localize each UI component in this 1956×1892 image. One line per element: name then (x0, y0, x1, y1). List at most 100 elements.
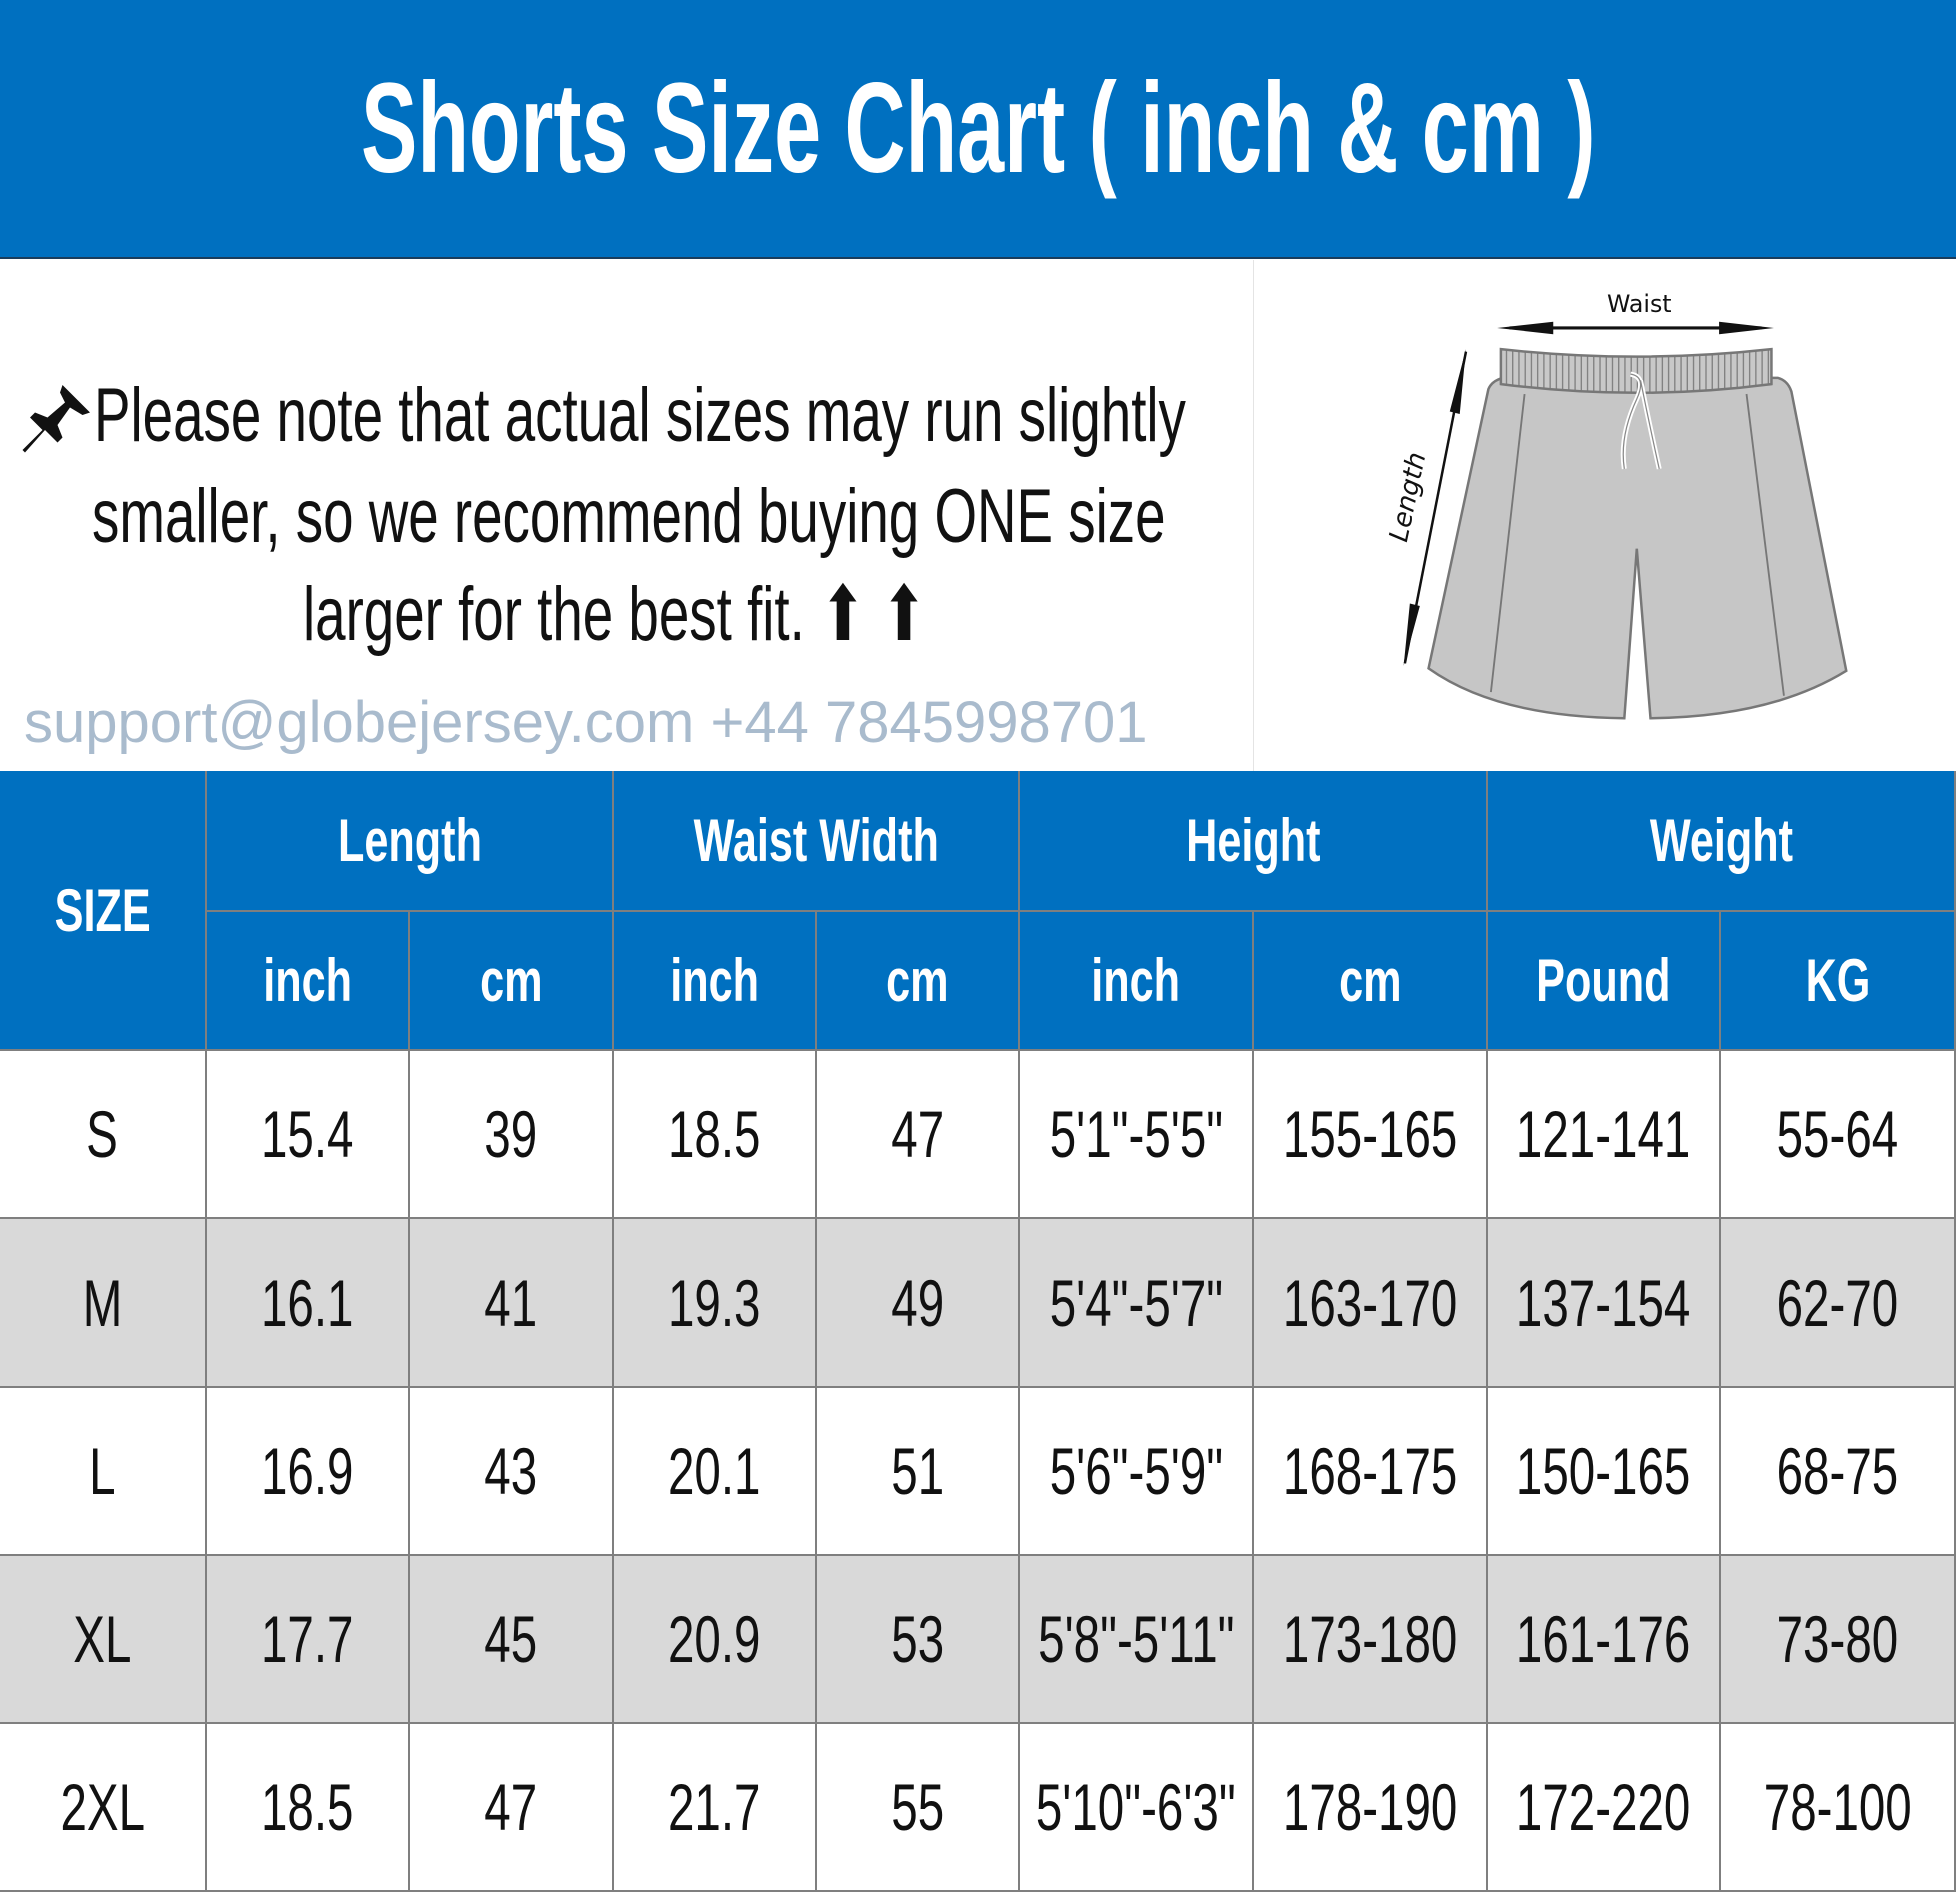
subheader-text: inch (1091, 947, 1181, 1014)
table-cell-text: 55 (891, 1770, 944, 1844)
table-cell-text: 161-176 (1516, 1602, 1691, 1676)
table-cell-text: 21.7 (668, 1770, 761, 1844)
waist-label: Waist (1607, 290, 1672, 318)
group-header-text: Weight (1649, 807, 1793, 874)
table-cell-text: 5'4"-5'7" (1049, 1265, 1223, 1340)
table-cell: 137-154 (1488, 1219, 1721, 1388)
table-cell: 16.9 (207, 1388, 410, 1556)
table-cell: 121-141 (1488, 1051, 1721, 1219)
size-label: XL (0, 1556, 207, 1724)
table-cell: 155-165 (1254, 1051, 1488, 1219)
table-cell: 19.3 (614, 1219, 817, 1388)
subheader-text: inch (670, 947, 759, 1014)
table-cell: 39 (410, 1051, 614, 1219)
table-cell: 47 (817, 1051, 1020, 1219)
subheader: cm (1254, 912, 1488, 1051)
table-cell: 5'1"-5'5" (1020, 1051, 1254, 1219)
table-cell: 20.9 (614, 1556, 817, 1724)
table-cell: 43 (410, 1388, 614, 1556)
table-cell: 17.7 (207, 1556, 410, 1724)
table-cell-text: 47 (891, 1097, 944, 1171)
table-cell-text: 20.9 (668, 1602, 761, 1676)
note-line-2: smaller, so we recommend buying ONE size (92, 474, 1166, 559)
table-cell-text: 62-70 (1776, 1265, 1899, 1340)
table-cell-text: 17.7 (261, 1602, 354, 1676)
table-cell-text: 155-165 (1282, 1097, 1458, 1171)
size-label-text: 2XL (60, 1770, 145, 1844)
table-cell-text: 137-154 (1516, 1265, 1691, 1340)
pushpin-icon (22, 385, 90, 453)
table-cell-text: 172-220 (1516, 1770, 1691, 1844)
watermark-contact: support@globejersey.com +44 7845998701 (24, 690, 1148, 755)
title-banner: Shorts Size Chart ( inch & cm ) (0, 0, 1956, 259)
table-cell-text: 20.1 (668, 1434, 761, 1508)
subheader: cm (410, 912, 614, 1051)
table-cell: 161-176 (1488, 1556, 1721, 1724)
size-header: SIZE (0, 771, 207, 1051)
subheader-text: inch (263, 947, 352, 1014)
shorts-illustration (1427, 347, 1848, 720)
table-cell-text: 41 (484, 1265, 538, 1340)
table-cell-text: 168-175 (1282, 1434, 1458, 1508)
table-cell-text: 178-190 (1282, 1770, 1458, 1844)
subheader-text: cm (1338, 947, 1402, 1014)
table-cell: 168-175 (1254, 1388, 1488, 1556)
table-cell-text: 51 (891, 1434, 944, 1508)
table-cell-text: 5'6"-5'9" (1049, 1434, 1223, 1508)
size-label-text: L (89, 1434, 116, 1508)
note-line-3: larger for the best fit. ⬆ ⬆ (303, 572, 927, 657)
size-label-text: S (86, 1097, 119, 1171)
length-arrow-icon (1403, 349, 1468, 666)
table-cell: 178-190 (1254, 1724, 1488, 1892)
table-cell: 150-165 (1488, 1388, 1721, 1556)
size-label-text: XL (73, 1602, 132, 1676)
table-cell: 15.4 (207, 1051, 410, 1219)
table-cell: 51 (817, 1388, 1020, 1556)
table-cell: 172-220 (1488, 1724, 1721, 1892)
table-cell-text: 45 (484, 1602, 538, 1676)
subheader: cm (817, 912, 1020, 1051)
table-cell: 62-70 (1721, 1219, 1956, 1388)
note-line-1: Please note that actual sizes may run sl… (94, 373, 1186, 458)
table-cell: 55 (817, 1724, 1020, 1892)
table-cell: 55-64 (1721, 1051, 1956, 1219)
waist-arrow-icon (1497, 321, 1774, 335)
size-label: M (0, 1219, 207, 1388)
table-cell: 21.7 (614, 1724, 817, 1892)
table-cell-text: 53 (891, 1602, 944, 1676)
group-header: Weight (1488, 771, 1956, 912)
subheader-text: KG (1805, 947, 1870, 1014)
table-cell-text: 15.4 (261, 1097, 354, 1171)
table-cell-text: 18.5 (261, 1770, 354, 1844)
subheader: inch (614, 912, 817, 1051)
size-label-text: M (82, 1265, 123, 1340)
table-cell: 20.1 (614, 1388, 817, 1556)
sizing-note: Please note that actual sizes may run sl… (0, 260, 1254, 771)
table-cell-text: 78-100 (1763, 1770, 1912, 1844)
subheader-text: cm (886, 947, 949, 1014)
table-cell: 49 (817, 1219, 1020, 1388)
table-cell-text: 150-165 (1516, 1434, 1691, 1508)
subheader: KG (1721, 912, 1956, 1051)
table-cell: 73-80 (1721, 1556, 1956, 1724)
table-cell-text: 47 (484, 1770, 538, 1844)
subheader-text: cm (479, 947, 543, 1014)
size-label: L (0, 1388, 207, 1556)
table-cell: 163-170 (1254, 1219, 1488, 1388)
table-cell-text: 55-64 (1776, 1097, 1899, 1171)
table-cell-text: 163-170 (1282, 1265, 1458, 1340)
table-cell-text: 73-80 (1776, 1602, 1899, 1676)
table-cell: 5'4"-5'7" (1020, 1219, 1254, 1388)
table-cell-text: 68-75 (1776, 1434, 1899, 1508)
table-cell: 45 (410, 1556, 614, 1724)
table-cell: 5'10"-6'3" (1020, 1724, 1254, 1892)
size-header-text: SIZE (54, 876, 151, 944)
table-cell-text: 18.5 (668, 1097, 761, 1171)
table-cell-text: 5'1"-5'5" (1049, 1097, 1223, 1171)
group-header: Height (1020, 771, 1488, 912)
table-cell: 5'8"-5'11" (1020, 1556, 1254, 1724)
subheader-text: Pound (1536, 947, 1671, 1014)
size-label: 2XL (0, 1724, 207, 1892)
subheader: inch (1020, 912, 1254, 1051)
table-cell-text: 49 (891, 1265, 944, 1340)
